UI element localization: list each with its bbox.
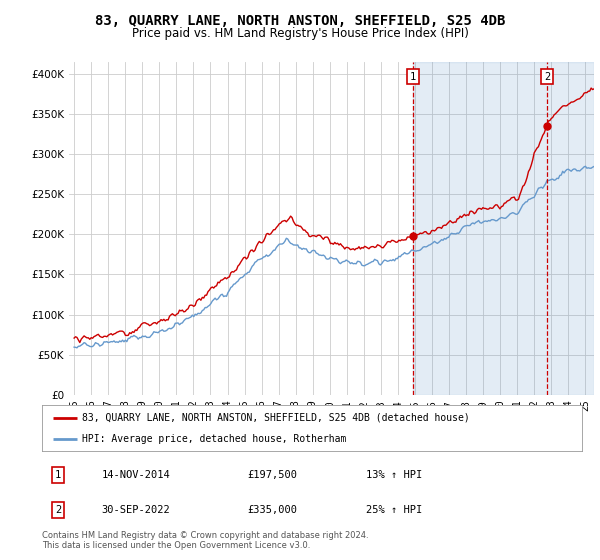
Text: Contains HM Land Registry data © Crown copyright and database right 2024.
This d: Contains HM Land Registry data © Crown c…: [42, 530, 368, 550]
Text: 1: 1: [55, 470, 61, 479]
Text: £335,000: £335,000: [247, 505, 297, 515]
Text: 14-NOV-2014: 14-NOV-2014: [101, 470, 170, 479]
Text: 13% ↑ HPI: 13% ↑ HPI: [366, 470, 422, 479]
Text: 83, QUARRY LANE, NORTH ANSTON, SHEFFIELD, S25 4DB (detached house): 83, QUARRY LANE, NORTH ANSTON, SHEFFIELD…: [83, 413, 470, 423]
Text: HPI: Average price, detached house, Rotherham: HPI: Average price, detached house, Roth…: [83, 435, 347, 444]
Text: 30-SEP-2022: 30-SEP-2022: [101, 505, 170, 515]
Text: 25% ↑ HPI: 25% ↑ HPI: [366, 505, 422, 515]
Bar: [413, 62, 594, 395]
Text: 1: 1: [410, 72, 416, 82]
Text: 2: 2: [544, 72, 550, 82]
Text: 2: 2: [55, 505, 61, 515]
Text: Price paid vs. HM Land Registry's House Price Index (HPI): Price paid vs. HM Land Registry's House …: [131, 27, 469, 40]
Text: 83, QUARRY LANE, NORTH ANSTON, SHEFFIELD, S25 4DB: 83, QUARRY LANE, NORTH ANSTON, SHEFFIELD…: [95, 14, 505, 28]
Text: £197,500: £197,500: [247, 470, 297, 479]
